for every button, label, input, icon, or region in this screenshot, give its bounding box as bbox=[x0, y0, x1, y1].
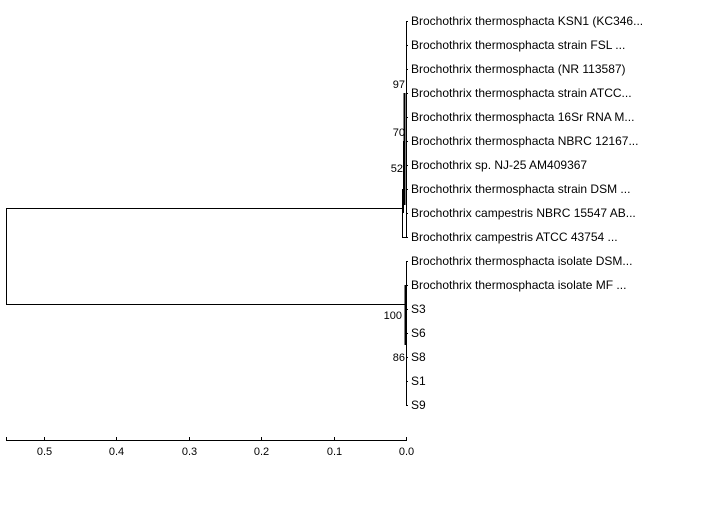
leaf-label: Brochothrix thermosphacta isolate MF ... bbox=[411, 278, 626, 292]
scale-tick-label: 0.3 bbox=[182, 446, 197, 458]
scale-tick-label: 0.4 bbox=[109, 446, 124, 458]
leaf-label: Brochothrix thermosphacta 16Sr RNA M... bbox=[411, 110, 634, 124]
leaf-label: Brochothrix thermosphacta strain FSL ... bbox=[411, 38, 625, 52]
bootstrap-value: 100 bbox=[384, 310, 402, 322]
leaf-label: S3 bbox=[411, 302, 426, 316]
scale-tick-label: 0.1 bbox=[327, 446, 342, 458]
bootstrap-value: 70 bbox=[393, 127, 405, 139]
bootstrap-value: 52 bbox=[391, 163, 403, 175]
scale-tick-label: 0.2 bbox=[254, 446, 269, 458]
leaf-label: Brochothrix thermosphacta (NR 113587) bbox=[411, 62, 626, 76]
bootstrap-value: 97 bbox=[393, 79, 405, 91]
leaf-label: Brochothrix thermosphacta NBRC 12167... bbox=[411, 134, 638, 148]
leaf-label: S9 bbox=[411, 398, 426, 412]
leaf-label: Brochothrix sp. NJ-25 AM409367 bbox=[411, 158, 587, 172]
leaf-label: S1 bbox=[411, 374, 426, 388]
scale-tick-label: 0.5 bbox=[37, 446, 52, 458]
leaf-label: Brochothrix campestris NBRC 15547 AB... bbox=[411, 206, 636, 220]
scale-tick-label: 0.0 bbox=[399, 446, 414, 458]
leaf-label: Brochothrix thermosphacta KSN1 (KC346... bbox=[411, 14, 643, 28]
leaf-label: Brochothrix campestris ATCC 43754 ... bbox=[411, 230, 618, 244]
leaf-label: Brochothrix thermosphacta isolate DSM... bbox=[411, 254, 632, 268]
bootstrap-value: 86 bbox=[393, 352, 405, 364]
leaf-label: Brochothrix thermosphacta strain DSM ... bbox=[411, 182, 630, 196]
leaf-label: S6 bbox=[411, 326, 426, 340]
leaf-label: S8 bbox=[411, 350, 426, 364]
leaf-label: Brochothrix thermosphacta strain ATCC... bbox=[411, 86, 632, 100]
